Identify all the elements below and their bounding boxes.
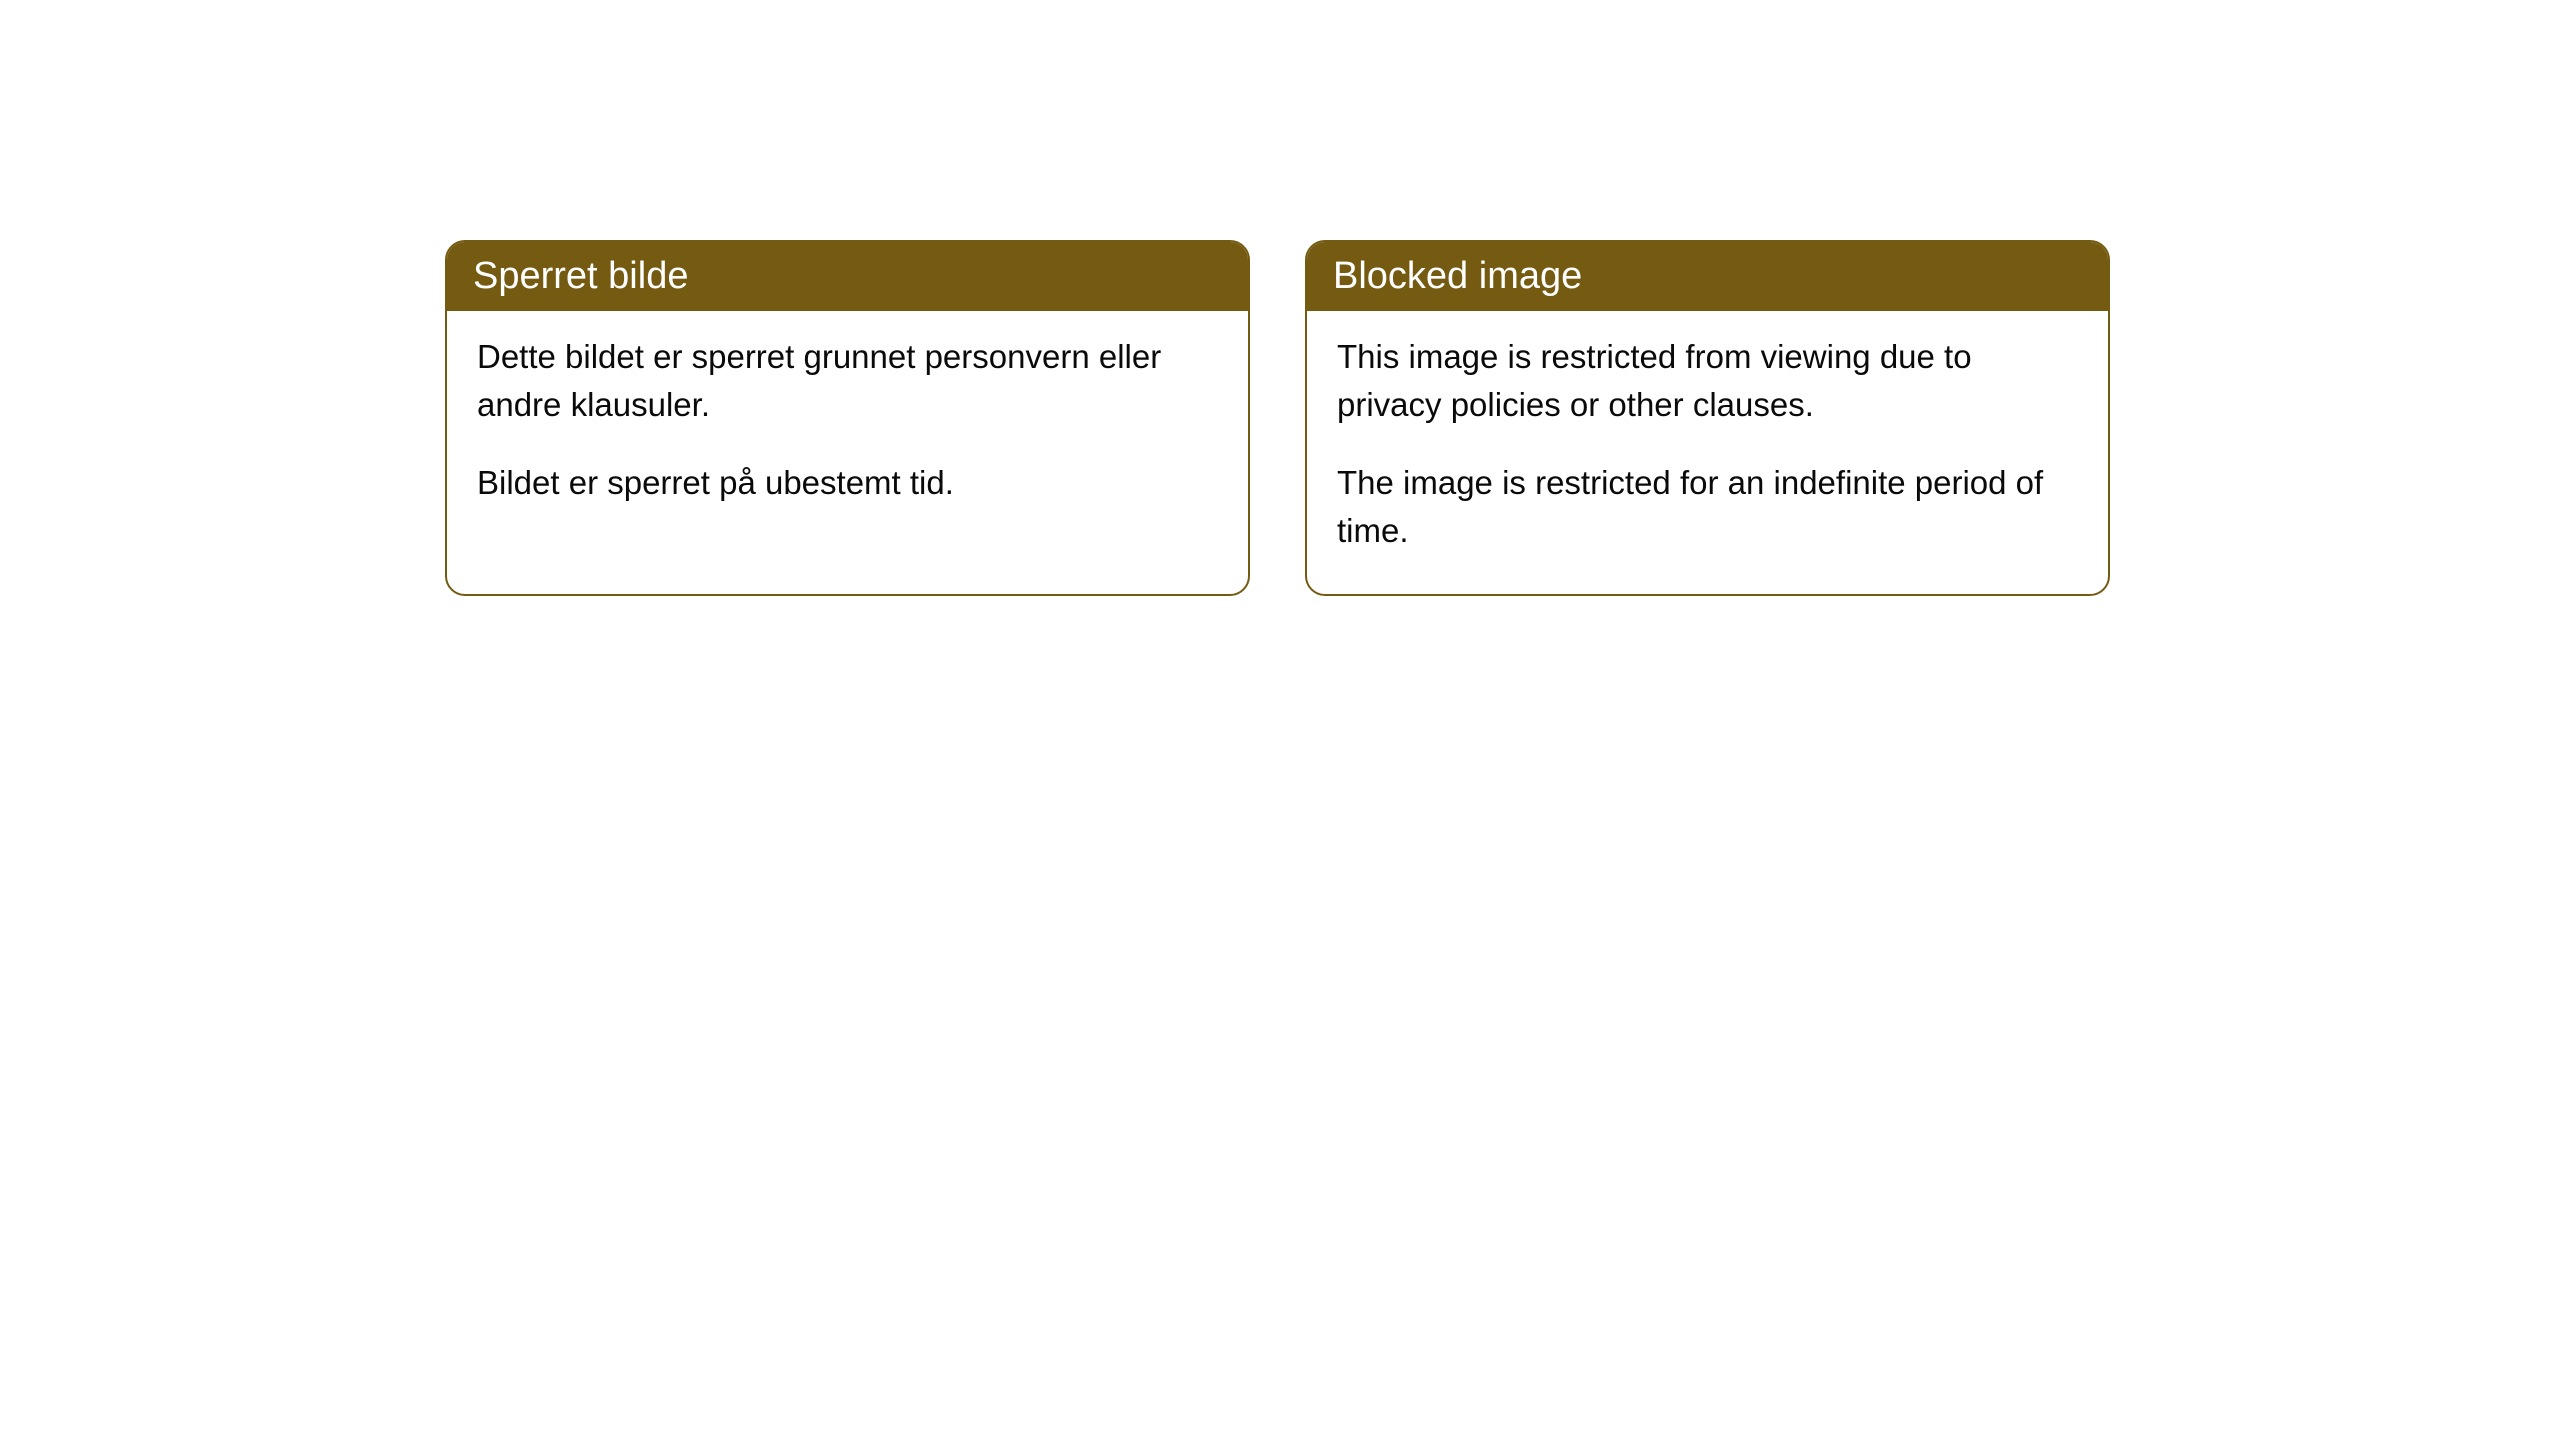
card-body-norwegian: Dette bildet er sperret grunnet personve… [447, 311, 1248, 547]
card-paragraph1-norwegian: Dette bildet er sperret grunnet personve… [477, 333, 1218, 429]
card-title-norwegian: Sperret bilde [473, 255, 688, 297]
card-header-norwegian: Sperret bilde [447, 242, 1248, 311]
card-english: Blocked image This image is restricted f… [1305, 240, 2110, 596]
card-body-english: This image is restricted from viewing du… [1307, 311, 2108, 594]
card-paragraph2-english: The image is restricted for an indefinit… [1337, 459, 2078, 555]
card-paragraph1-english: This image is restricted from viewing du… [1337, 333, 2078, 429]
card-header-english: Blocked image [1307, 242, 2108, 311]
card-norwegian: Sperret bilde Dette bildet er sperret gr… [445, 240, 1250, 596]
card-title-english: Blocked image [1333, 255, 1582, 297]
cards-container: Sperret bilde Dette bildet er sperret gr… [445, 240, 2110, 596]
card-paragraph2-norwegian: Bildet er sperret på ubestemt tid. [477, 459, 1218, 507]
